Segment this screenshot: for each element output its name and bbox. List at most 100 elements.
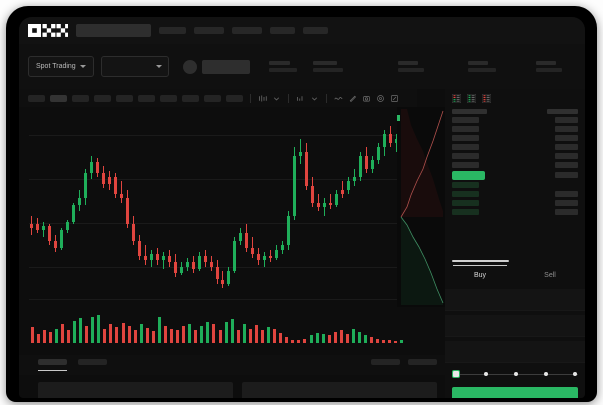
bottom-action-1[interactable] (371, 359, 400, 365)
orderbook-row[interactable] (452, 182, 578, 188)
slider-stop-100[interactable] (573, 372, 577, 376)
timeframe-button-9[interactable] (204, 94, 221, 102)
timeframe-button-8[interactable] (182, 94, 199, 102)
bottom-card-2[interactable] (242, 382, 437, 398)
pair-selector-dropdown[interactable] (100, 56, 169, 77)
tab-sell-label: Sell (544, 272, 556, 279)
chevron-down-icon[interactable] (272, 94, 281, 103)
nav-item-2[interactable] (194, 27, 224, 34)
depth-chart-overlay[interactable] (397, 107, 445, 307)
settings-icon[interactable] (376, 94, 385, 103)
candle (173, 107, 177, 307)
candle (149, 107, 153, 307)
order-price-field[interactable] (445, 289, 585, 311)
orderbook-row[interactable] (452, 135, 578, 141)
orderbook-asks (445, 117, 585, 168)
chevron-down-icon[interactable] (310, 94, 319, 103)
bottom-card-1[interactable] (38, 382, 233, 398)
orderbook-row[interactable] (452, 162, 578, 168)
candle (102, 107, 106, 307)
candle (263, 107, 267, 307)
volume-bar (321, 333, 325, 343)
candle (66, 107, 70, 307)
nav-item-1[interactable] (159, 27, 186, 34)
candle (346, 107, 350, 307)
orderbook-col-price (452, 109, 487, 114)
panel-scrollbar[interactable] (452, 260, 509, 262)
timeframe-button-3[interactable] (72, 94, 89, 102)
orderbook-row[interactable] (452, 126, 578, 132)
chevron-down-icon (79, 65, 86, 68)
slider-handle[interactable] (452, 370, 460, 378)
volume-bar (170, 328, 174, 343)
candle (108, 107, 112, 307)
stat-label (312, 61, 337, 65)
volume-bar (97, 315, 101, 343)
bottom-tab-label (38, 359, 67, 365)
candle (185, 107, 189, 307)
bottom-tab-2[interactable] (78, 359, 107, 365)
volume-bar (376, 338, 380, 343)
tab-buy[interactable]: Buy (445, 265, 515, 287)
volume-bar (36, 333, 40, 343)
nav-item-5[interactable] (303, 27, 328, 34)
orderbook-row[interactable] (452, 144, 578, 150)
place-order-button[interactable] (452, 387, 578, 398)
nav-item-4[interactable] (270, 27, 295, 34)
nav-search-placeholder[interactable] (76, 24, 151, 37)
orderbook-row[interactable] (452, 200, 578, 206)
pair-name-placeholder (201, 59, 250, 74)
bottom-action-2[interactable] (408, 359, 437, 365)
trading-mode-dropdown[interactable]: Spot Trading (28, 56, 94, 77)
timeframe-button-10[interactable] (226, 94, 243, 102)
volume-bar (121, 322, 125, 343)
candle (48, 107, 52, 307)
orderbook-row[interactable] (452, 153, 578, 159)
volume-bar (279, 332, 283, 343)
tab-sell[interactable]: Sell (515, 265, 585, 287)
timeframe-button-7[interactable] (160, 94, 177, 102)
bottom-tab-actions (371, 359, 445, 365)
candle-type-icon[interactable] (258, 94, 267, 103)
candle (54, 107, 58, 307)
timeframe-button-4[interactable] (94, 94, 111, 102)
slider-stop-75[interactable] (544, 372, 548, 376)
order-amount-slider[interactable] (452, 369, 578, 379)
orderbook-row[interactable] (452, 209, 578, 215)
candle (209, 107, 213, 307)
wave-line-icon[interactable] (334, 94, 343, 103)
orderbook-row[interactable] (452, 117, 578, 123)
okx-logo-icon (28, 24, 68, 37)
order-total-field[interactable] (445, 341, 585, 363)
orderbook-column-headers (445, 107, 585, 117)
timeframe-button-6[interactable] (138, 94, 155, 102)
okx-logo[interactable] (28, 24, 68, 37)
camera-icon[interactable] (362, 94, 371, 103)
toolbar-divider (250, 93, 251, 103)
timeframe-button-1[interactable] (28, 94, 45, 102)
volume-bar (333, 331, 337, 343)
stat-value (535, 68, 562, 72)
slider-stop-25[interactable] (484, 372, 488, 376)
candlestick-chart[interactable] (19, 107, 417, 307)
orderbook-asks-icon[interactable] (482, 94, 491, 103)
stat-value (312, 68, 343, 72)
bottom-tab-label (78, 359, 107, 365)
stat-value (268, 68, 297, 72)
orderbook-row[interactable] (452, 191, 578, 197)
candle (143, 107, 147, 307)
device-screen: Spot Trading (19, 17, 585, 398)
fullscreen-icon[interactable] (390, 94, 399, 103)
indicator-icon[interactable] (296, 94, 305, 103)
timeframe-button-2[interactable] (50, 94, 67, 102)
order-amount-field[interactable] (445, 315, 585, 337)
bottom-tab-1[interactable] (38, 359, 67, 371)
nav-item-3[interactable] (232, 27, 262, 34)
volume-bar (85, 326, 89, 343)
timeframe-button-5[interactable] (116, 94, 133, 102)
orderbook-both-icon[interactable] (452, 94, 461, 103)
pencil-icon[interactable] (348, 94, 357, 103)
slider-stop-50[interactable] (514, 372, 518, 376)
orderbook-bids-icon[interactable] (467, 94, 476, 103)
volume-bar (248, 328, 252, 343)
